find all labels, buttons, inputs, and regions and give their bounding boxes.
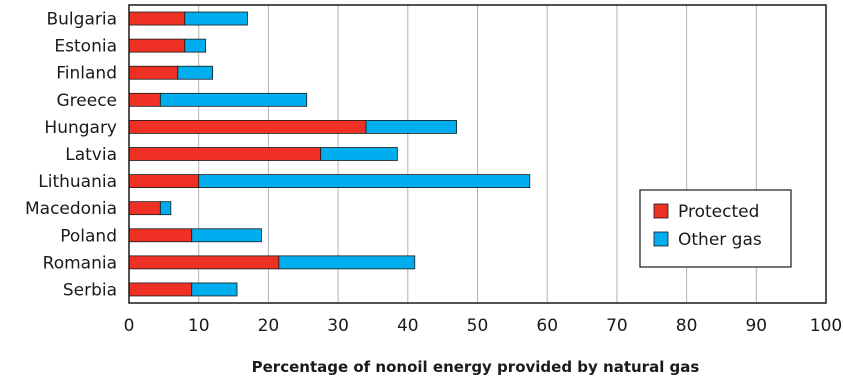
category-label: Serbia xyxy=(63,280,117,300)
grid-lines xyxy=(198,5,757,303)
bar-protected xyxy=(128,201,161,216)
bar-protected xyxy=(128,11,186,26)
bar-other-gas xyxy=(159,92,308,107)
category-label: Bulgaria xyxy=(47,10,118,30)
bar-protected xyxy=(128,228,193,243)
bar-protected xyxy=(128,147,322,161)
bar-protected xyxy=(128,120,367,134)
category-label: Finland xyxy=(56,64,117,84)
x-axis-title: Percentage of nonoil energy provided by … xyxy=(252,358,700,376)
bar-other-gas xyxy=(320,147,398,161)
bars xyxy=(128,11,531,297)
category-labels: Bulgaria Estonia Finland Greece Hungary Latvi… xyxy=(25,10,117,301)
bar-protected xyxy=(128,255,280,270)
category-label: Greece xyxy=(56,91,117,111)
bar-other-gas xyxy=(278,255,416,270)
legend-swatch xyxy=(653,231,669,247)
category-label: Hungary xyxy=(44,118,117,138)
bar-other-gas xyxy=(184,38,207,53)
x-tick-label: 90 xyxy=(745,316,767,336)
x-tick-label: 20 xyxy=(258,316,280,336)
bar-protected xyxy=(128,38,186,53)
x-tick-label: 30 xyxy=(327,316,349,336)
x-tick-label: 60 xyxy=(536,316,558,336)
category-label: Lithuania xyxy=(38,172,117,192)
legend-box xyxy=(639,189,792,268)
bar-other-gas xyxy=(198,174,531,188)
bar-other-gas xyxy=(191,228,262,243)
x-tick-label: 10 xyxy=(188,316,210,336)
category-label: Macedonia xyxy=(25,199,117,219)
bar-other-gas xyxy=(365,120,457,134)
legend: Protected Other gas xyxy=(639,189,792,268)
bar-other-gas xyxy=(191,282,238,297)
category-label: Estonia xyxy=(54,37,117,57)
x-tick-label: 70 xyxy=(606,316,628,336)
category-label: Latvia xyxy=(65,145,117,165)
legend-label: Other gas xyxy=(678,230,762,250)
x-tick-label: 80 xyxy=(676,316,698,336)
x-tick-label: 0 xyxy=(124,316,135,336)
legend-label: Protected xyxy=(678,202,759,222)
bar-protected xyxy=(128,92,161,107)
x-tick-label: 50 xyxy=(467,316,489,336)
bar-protected xyxy=(128,282,193,297)
bar-other-gas xyxy=(184,11,248,26)
legend-swatch xyxy=(653,203,669,219)
bar-protected xyxy=(128,174,200,188)
plot-frame xyxy=(128,4,827,304)
bar-other-gas xyxy=(159,201,172,216)
x-tick-label: 100 xyxy=(810,316,842,336)
bar-other-gas xyxy=(177,65,214,80)
x-tick-labels: 0 10 20 30 40 50 60 70 80 90 100 xyxy=(124,316,843,336)
category-label: Romania xyxy=(43,253,117,273)
bar-protected xyxy=(128,65,179,80)
x-tick-label: 40 xyxy=(397,316,419,336)
category-label: Poland xyxy=(60,226,117,246)
